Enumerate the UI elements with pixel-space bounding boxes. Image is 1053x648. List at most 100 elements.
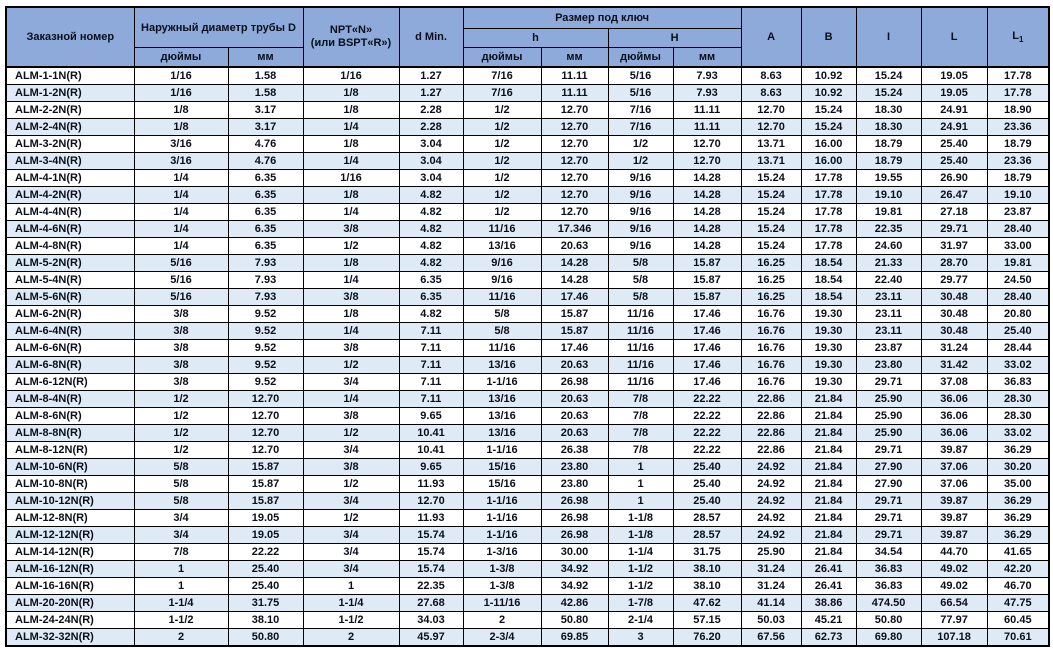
cell-h-mm: 50.80 — [540, 611, 609, 629]
cell-od-mm: 15.87 — [227, 492, 304, 510]
cell-H-mm: 15.87 — [672, 288, 742, 306]
cell-I: 29.71 — [855, 492, 922, 510]
cell-A: 31.24 — [740, 560, 802, 578]
cell-H-inches: 1-1/4 — [607, 543, 674, 561]
cell-H-mm: 31.75 — [672, 543, 742, 561]
cell-order-number: ALM-1-1N(R) — [5, 66, 135, 85]
cell-od-inches: 5/8 — [133, 492, 229, 510]
cell-A: 12.70 — [740, 101, 802, 119]
cell-d-min: 7.11 — [398, 322, 464, 340]
cell-H-inches: 5/8 — [607, 271, 674, 289]
cell-B: 21.84 — [800, 509, 857, 527]
cell-H-mm: 28.57 — [672, 509, 742, 527]
cell-od-inches: 3/4 — [133, 509, 229, 527]
cell-h-inches: 7/16 — [462, 84, 542, 102]
header-H-mm: мм — [672, 47, 742, 68]
cell-order-number: ALM-6-12N(R) — [5, 373, 135, 391]
cell-I: 18.30 — [855, 101, 922, 119]
cell-od-inches: 5/8 — [133, 458, 229, 476]
cell-H-mm: 12.70 — [672, 152, 742, 170]
cell-A: 15.24 — [740, 237, 802, 255]
cell-A: 12.70 — [740, 118, 802, 136]
cell-h-mm: 20.63 — [540, 424, 609, 442]
cell-A: 8.63 — [740, 66, 802, 85]
cell-A: 24.92 — [740, 526, 802, 544]
header-od-mm: мм — [227, 47, 304, 68]
cell-L1: 42.20 — [986, 560, 1050, 578]
cell-od-inches: 1/16 — [133, 84, 229, 102]
cell-H-mm: 14.28 — [672, 237, 742, 255]
cell-od-inches: 1 — [133, 577, 229, 595]
cell-od-inches: 1/8 — [133, 101, 229, 119]
table-row: ALM-5-6N(R) 5/16 7.93 3/8 6.35 11/16 17.46 5/8 1… — [5, 288, 1050, 306]
cell-npt: 3/8 — [302, 220, 400, 238]
cell-od-mm: 9.52 — [227, 322, 304, 340]
table-row: ALM-10-6N(R) 5/8 15.87 3/8 9.65 15/16 23.80 1 25… — [5, 458, 1050, 476]
cell-L: 28.70 — [920, 254, 988, 272]
cell-npt: 1/16 — [302, 169, 400, 187]
cell-H-mm: 25.40 — [672, 475, 742, 493]
cell-L1: 17.78 — [986, 66, 1050, 85]
cell-order-number: ALM-3-4N(R) — [5, 152, 135, 170]
cell-npt: 1/8 — [302, 84, 400, 102]
cell-H-inches: 1-7/8 — [607, 594, 674, 612]
cell-L: 37.06 — [920, 458, 988, 476]
cell-od-mm: 19.05 — [227, 526, 304, 544]
cell-od-inches: 7/8 — [133, 543, 229, 561]
cell-od-mm: 6.35 — [227, 237, 304, 255]
cell-d-min: 45.97 — [398, 628, 464, 647]
cell-h-inches: 9/16 — [462, 271, 542, 289]
cell-I: 50.80 — [855, 611, 922, 629]
cell-A: 41.14 — [740, 594, 802, 612]
cell-I: 19.10 — [855, 186, 922, 204]
cell-order-number: ALM-5-2N(R) — [5, 254, 135, 272]
cell-H-inches: 2-1/4 — [607, 611, 674, 629]
cell-H-inches: 9/16 — [607, 237, 674, 255]
cell-od-mm: 3.17 — [227, 101, 304, 119]
cell-L: 27.18 — [920, 203, 988, 221]
cell-I: 24.60 — [855, 237, 922, 255]
cell-H-inches: 1-1/8 — [607, 526, 674, 544]
cell-L1: 18.79 — [986, 135, 1050, 153]
cell-I: 19.55 — [855, 169, 922, 187]
cell-order-number: ALM-2-4N(R) — [5, 118, 135, 136]
table-row: ALM-6-4N(R) 3/8 9.52 1/4 7.11 5/8 15.87 11/16 17… — [5, 322, 1050, 340]
cell-od-inches: 1/2 — [133, 441, 229, 459]
cell-npt: 1/4 — [302, 322, 400, 340]
table-row: ALM-16-16N(R) 1 25.40 1 22.35 1-3/8 34.92 1-1/2… — [5, 577, 1050, 595]
cell-h-mm: 12.70 — [540, 118, 609, 136]
cell-H-mm: 15.87 — [672, 254, 742, 272]
cell-H-mm: 17.46 — [672, 322, 742, 340]
cell-od-inches: 1/4 — [133, 220, 229, 238]
header-H-inches: дюймы — [607, 47, 674, 68]
table-row: ALM-1-1N(R) 1/16 1.58 1/16 1.27 7/16 11.11 5/16… — [5, 66, 1050, 85]
cell-h-mm: 14.28 — [540, 254, 609, 272]
cell-H-inches: 11/16 — [607, 339, 674, 357]
cell-od-mm: 4.76 — [227, 135, 304, 153]
cell-h-inches: 11/16 — [462, 339, 542, 357]
cell-H-inches: 11/16 — [607, 305, 674, 323]
cell-B: 18.54 — [800, 288, 857, 306]
cell-h-inches: 13/16 — [462, 407, 542, 425]
cell-npt: 3/4 — [302, 526, 400, 544]
cell-A: 13.71 — [740, 135, 802, 153]
cell-I: 25.90 — [855, 424, 922, 442]
cell-L: 39.87 — [920, 509, 988, 527]
cell-L: 31.24 — [920, 339, 988, 357]
table-row: ALM-8-4N(R) 1/2 12.70 1/4 7.11 13/16 20.63 7/8 2… — [5, 390, 1050, 408]
cell-I: 27.90 — [855, 475, 922, 493]
header-col-L1-sub: 1 — [1018, 35, 1024, 45]
cell-h-inches: 2-3/4 — [462, 628, 542, 647]
cell-od-mm: 6.35 — [227, 186, 304, 204]
cell-npt: 1 — [302, 577, 400, 595]
table-row: ALM-3-2N(R) 3/16 4.76 1/8 3.04 1/2 12.70 1/2 12.… — [5, 135, 1050, 153]
cell-h-mm: 12.70 — [540, 152, 609, 170]
table-row: ALM-8-12N(R) 1/2 12.70 3/4 10.41 1-1/16 26.38 7… — [5, 441, 1050, 459]
cell-I: 23.11 — [855, 305, 922, 323]
cell-L1: 35.00 — [986, 475, 1050, 493]
cell-od-mm: 25.40 — [227, 560, 304, 578]
cell-B: 21.84 — [800, 458, 857, 476]
cell-A: 31.24 — [740, 577, 802, 595]
cell-order-number: ALM-8-4N(R) — [5, 390, 135, 408]
cell-order-number: ALM-6-6N(R) — [5, 339, 135, 357]
